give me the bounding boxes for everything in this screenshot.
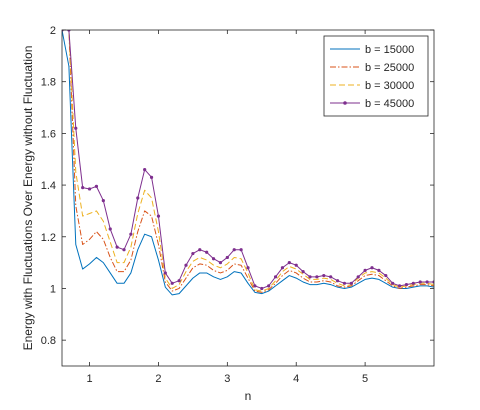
data-point <box>149 175 154 179</box>
data-point <box>397 284 402 288</box>
x-tick-label: 5 <box>362 373 368 385</box>
series-line <box>62 30 434 293</box>
legend-label: b = 25000 <box>365 62 414 74</box>
y-tick-label: 2 <box>50 25 56 37</box>
legend-item: b = 30000 <box>330 80 414 92</box>
data-point <box>349 281 353 285</box>
legend-item: b = 15000 <box>330 44 414 56</box>
data-point <box>74 126 78 130</box>
y-tick-label: 1.2 <box>41 232 56 244</box>
data-point <box>170 281 174 285</box>
data-point <box>308 275 312 279</box>
series-2 <box>62 30 434 293</box>
series-4 <box>62 30 434 291</box>
data-point <box>122 248 126 252</box>
legend-item: b = 45000 <box>330 98 414 110</box>
data-point <box>184 263 188 267</box>
data-point <box>108 227 112 231</box>
data-point <box>384 273 388 278</box>
data-point <box>322 273 326 278</box>
data-point <box>225 255 229 260</box>
y-tick-label: 1.8 <box>41 77 56 89</box>
data-point <box>329 275 333 279</box>
data-point <box>136 196 140 200</box>
data-point <box>370 266 374 270</box>
data-point <box>156 214 161 218</box>
x-tick-label: 4 <box>293 373 299 385</box>
data-point <box>260 286 264 291</box>
data-point <box>101 198 105 203</box>
data-point <box>273 275 278 279</box>
y-axis-label: Energy with Fluctuations Over Energy wit… <box>21 46 35 351</box>
data-point <box>246 266 250 270</box>
data-point <box>94 184 99 188</box>
data-point <box>418 280 422 284</box>
data-point <box>294 263 298 267</box>
series-layer <box>62 30 434 296</box>
legend-label: b = 15000 <box>365 44 414 56</box>
data-point <box>163 271 167 275</box>
legend-label: b = 30000 <box>365 80 414 92</box>
data-point <box>129 232 133 236</box>
legend-item: b = 25000 <box>330 62 414 74</box>
data-point <box>191 251 195 256</box>
axis-ticks: 1 2 3 4 5 0.8 1 1.2 1.4 1.6 1.8 2 <box>41 25 434 385</box>
x-tick-label: 1 <box>86 373 92 385</box>
data-point <box>335 279 340 283</box>
data-point <box>356 275 360 279</box>
axis-labels: n Energy with Fluctuations Over Energy w… <box>21 46 251 403</box>
data-point <box>253 284 257 288</box>
data-point <box>280 266 285 270</box>
x-tick-label: 3 <box>224 373 230 385</box>
y-tick-label: 1.4 <box>41 180 56 192</box>
data-point <box>287 261 291 265</box>
y-tick-label: 0.8 <box>41 335 56 347</box>
legend-marker <box>343 101 347 105</box>
y-tick-label: 1.6 <box>41 128 56 140</box>
data-point <box>115 245 119 249</box>
data-point <box>198 248 202 252</box>
data-point <box>411 281 415 285</box>
data-point <box>205 250 209 254</box>
data-point <box>363 268 367 272</box>
data-point <box>377 268 381 272</box>
series-line <box>62 30 434 296</box>
data-point <box>87 187 92 191</box>
data-point <box>391 281 395 285</box>
data-point <box>177 279 181 283</box>
data-point <box>81 186 85 190</box>
data-point <box>425 280 429 284</box>
data-point <box>143 167 147 172</box>
data-point <box>301 270 305 274</box>
series-3 <box>62 30 434 292</box>
x-tick-label: 2 <box>155 373 161 385</box>
data-point <box>211 257 216 261</box>
data-point <box>342 281 347 285</box>
data-point <box>218 261 223 265</box>
series-1 <box>62 30 434 296</box>
y-tick-label: 1 <box>50 283 56 295</box>
data-point <box>315 275 319 279</box>
series-line <box>62 30 434 292</box>
plot-frame <box>61 29 435 367</box>
data-point <box>267 284 271 288</box>
data-point <box>239 248 243 252</box>
legend-label: b = 45000 <box>365 98 414 110</box>
data-point <box>404 282 409 287</box>
x-axis-label: n <box>245 389 252 403</box>
legend: b = 15000 b = 25000 b = 30000 b = 45000 <box>323 35 429 117</box>
data-point <box>232 248 236 252</box>
